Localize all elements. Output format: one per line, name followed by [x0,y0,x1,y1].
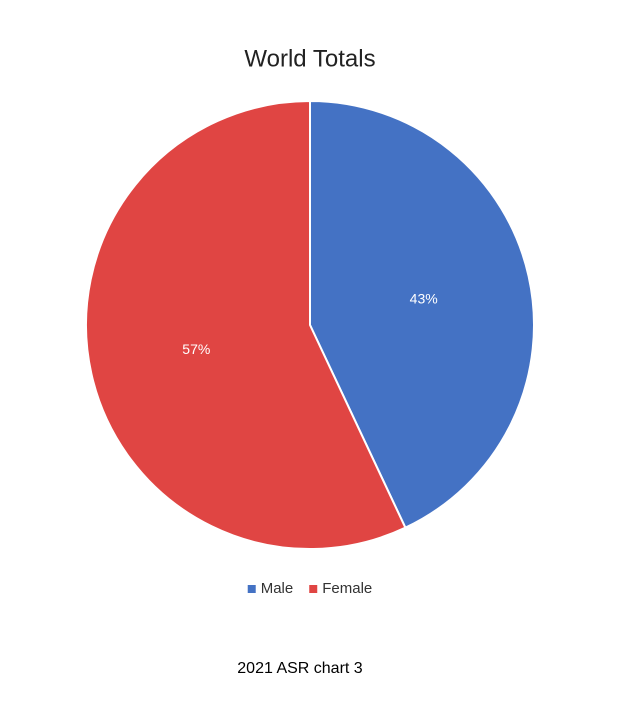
legend-label: Female [322,580,372,597]
chart-title: World Totals [244,45,375,72]
pie-slice [309,99,535,530]
caption: 2021 ASR chart 3 [237,660,363,677]
legend-label: Male [261,580,294,597]
data-label: 43% [410,290,438,306]
legend-marker [247,585,256,593]
legend-marker [309,585,318,593]
pie-slice [85,99,407,550]
data-label: 57% [182,341,210,357]
